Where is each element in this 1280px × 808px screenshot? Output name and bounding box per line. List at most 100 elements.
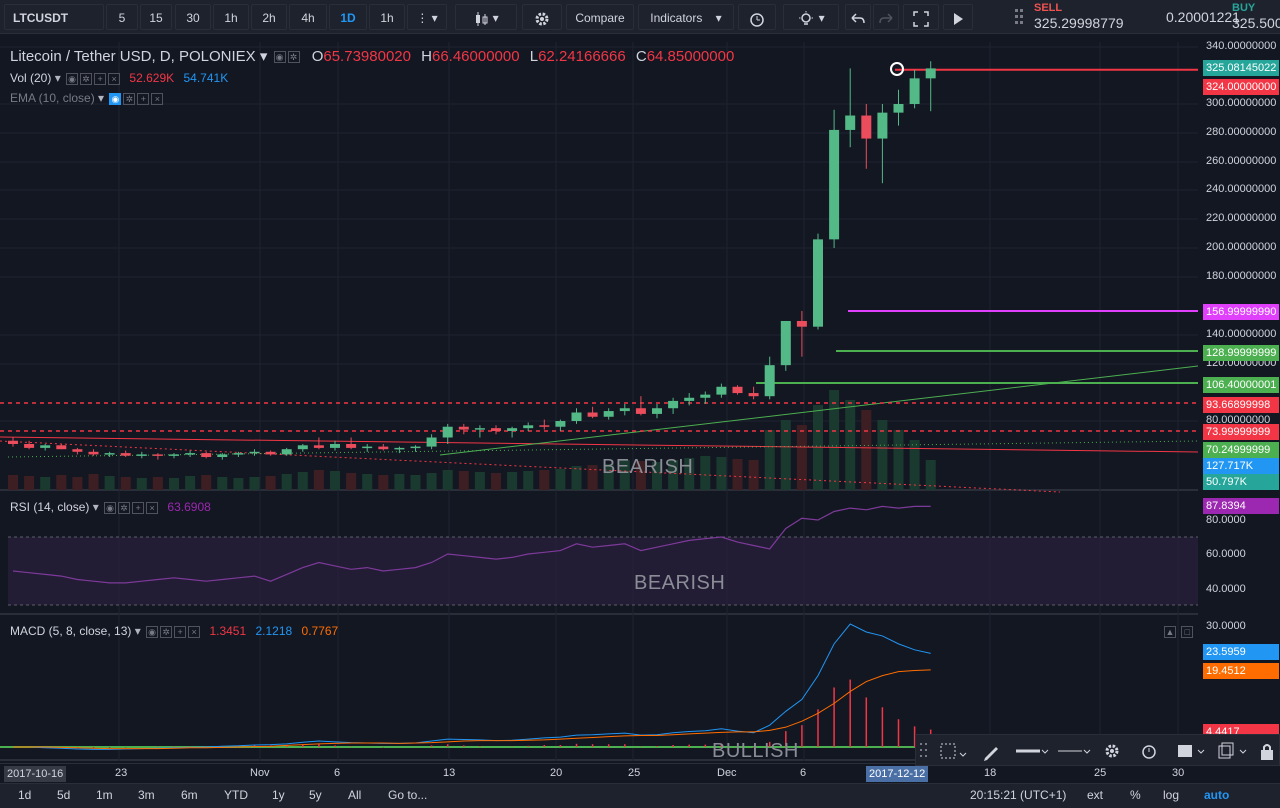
rsi-title[interactable]: RSI (14, close): [10, 500, 90, 514]
eye-icon[interactable]: ◉: [146, 625, 159, 638]
range-3m[interactable]: 3m: [138, 788, 155, 802]
alert-button[interactable]: [738, 4, 776, 30]
goto-button[interactable]: Go to...: [388, 788, 428, 802]
interval-1h-alt[interactable]: 1h: [369, 4, 405, 30]
ideas-button[interactable]: ▾: [783, 4, 839, 30]
ext-toggle[interactable]: ext: [1087, 788, 1104, 802]
volume-bar: [507, 472, 518, 490]
chevron-down-icon[interactable]: ▾: [134, 624, 141, 638]
maximize-icon[interactable]: □: [1179, 624, 1194, 638]
candle-body: [909, 78, 920, 104]
clock[interactable]: 20:15:21 (UTC+1): [970, 788, 1067, 802]
price-level-label: 73.99999999: [1203, 424, 1279, 440]
close-icon[interactable]: ×: [108, 72, 121, 85]
redo-button[interactable]: [873, 4, 899, 30]
alert-add-icon[interactable]: [1138, 741, 1162, 761]
chevron-down-icon[interactable]: ▾: [92, 500, 99, 514]
drag-handle-icon[interactable]: [1014, 7, 1026, 27]
play-button[interactable]: [943, 4, 973, 30]
rsi-value: 63.6908: [167, 500, 211, 514]
interval-2h[interactable]: 2h: [251, 4, 287, 30]
candle-body: [217, 454, 228, 457]
interval-1d[interactable]: 1D: [329, 4, 367, 30]
interval-1h[interactable]: 1h: [213, 4, 249, 30]
time-tick-label: Dec: [717, 767, 737, 779]
range-1m[interactable]: 1m: [96, 788, 113, 802]
gear-icon[interactable]: ✲: [160, 625, 173, 638]
compare-button[interactable]: Compare: [566, 4, 634, 30]
ema-title[interactable]: EMA (10, close): [10, 91, 95, 105]
series-title[interactable]: Litecoin / Tether USD, D, POLONIEX: [10, 48, 256, 65]
macd-pane[interactable]: [0, 617, 1198, 761]
auto-toggle[interactable]: auto: [1204, 788, 1230, 802]
price-pane[interactable]: [0, 42, 1198, 491]
layers-icon[interactable]: [1174, 741, 1208, 761]
range-ytd[interactable]: YTD: [224, 788, 248, 802]
volume-bar: [925, 460, 936, 490]
close-icon[interactable]: ×: [146, 501, 159, 514]
range-6m[interactable]: 6m: [181, 788, 198, 802]
chevron-down-icon[interactable]: ▾: [259, 48, 268, 65]
plus-icon[interactable]: +: [174, 625, 187, 638]
volume-bar: [571, 466, 582, 490]
eye-icon[interactable]: ◉: [104, 501, 117, 514]
candle-body: [24, 444, 35, 448]
interval-5[interactable]: 5: [106, 4, 138, 30]
time-axis[interactable]: 2017-10-16 2017-12-12 23 Nov 6 13 20 25 Dec 6 18…: [0, 763, 1280, 783]
rsi-tick-label: 40.0000: [1206, 583, 1246, 595]
volume-bar: [635, 461, 646, 490]
macd-title[interactable]: MACD (5, 8, close, 13): [10, 624, 132, 638]
close-icon[interactable]: ×: [188, 625, 201, 638]
range-5d[interactable]: 5d: [57, 788, 71, 802]
volume-bar: [458, 471, 469, 490]
chevron-down-icon[interactable]: ▾: [98, 91, 105, 105]
gear-icon[interactable]: ✲: [123, 92, 136, 105]
volume-title[interactable]: Vol (20): [10, 71, 52, 85]
pencil-icon[interactable]: [980, 741, 1006, 761]
interval-30[interactable]: 30: [175, 4, 211, 30]
clone-icon[interactable]: [1216, 741, 1250, 761]
gear-icon[interactable]: ✲: [118, 501, 131, 514]
gear-icon[interactable]: ✲: [287, 51, 300, 64]
volume-bar: [603, 464, 614, 490]
plus-icon[interactable]: +: [132, 501, 145, 514]
line-style-icon[interactable]: [1056, 741, 1092, 761]
undo-button[interactable]: [845, 4, 871, 30]
range-1d[interactable]: 1d: [18, 788, 32, 802]
region-select-icon[interactable]: [938, 741, 968, 761]
percent-toggle[interactable]: %: [1130, 788, 1141, 802]
plus-icon[interactable]: +: [94, 72, 107, 85]
plus-icon[interactable]: +: [137, 92, 150, 105]
fullscreen-button[interactable]: [903, 4, 939, 30]
gear-icon[interactable]: [1100, 741, 1124, 761]
line-width-icon[interactable]: [1014, 741, 1050, 761]
symbol-search[interactable]: LTCUSDT: [4, 4, 104, 30]
rsi-pane[interactable]: [0, 493, 1198, 615]
interval-15[interactable]: 15: [140, 4, 172, 30]
range-all[interactable]: All: [348, 788, 362, 802]
buy-price[interactable]: 325.500: [1232, 15, 1280, 31]
interval-dropdown[interactable]: ⋮ ▾: [407, 4, 447, 30]
volume-bar: [732, 459, 743, 490]
settings-button[interactable]: [522, 4, 562, 30]
eye-off-icon[interactable]: ◉: [109, 92, 122, 105]
log-toggle[interactable]: log: [1163, 788, 1180, 802]
range-5y[interactable]: 5y: [309, 788, 322, 802]
close-icon[interactable]: ×: [151, 92, 164, 105]
buy-label[interactable]: BUY: [1232, 2, 1256, 14]
sell-label[interactable]: SELL: [1034, 2, 1063, 14]
range-1y[interactable]: 1y: [272, 788, 285, 802]
chart-style-button[interactable]: ▾: [455, 4, 517, 30]
eye-icon[interactable]: ◉: [66, 72, 79, 85]
eye-icon[interactable]: ◉: [273, 51, 286, 64]
indicators-button[interactable]: Indicators ▾: [638, 4, 734, 30]
chevron-down-icon[interactable]: ▾: [54, 71, 61, 85]
gear-icon[interactable]: ✲: [80, 72, 93, 85]
drag-handle-icon[interactable]: [918, 741, 930, 761]
interval-4h[interactable]: 4h: [289, 4, 327, 30]
lock-icon[interactable]: [1256, 741, 1280, 761]
move-up-icon[interactable]: ▲: [1164, 625, 1176, 638]
sell-price[interactable]: 325.29998779: [1034, 15, 1124, 31]
fullscreen-icon: [913, 11, 929, 27]
